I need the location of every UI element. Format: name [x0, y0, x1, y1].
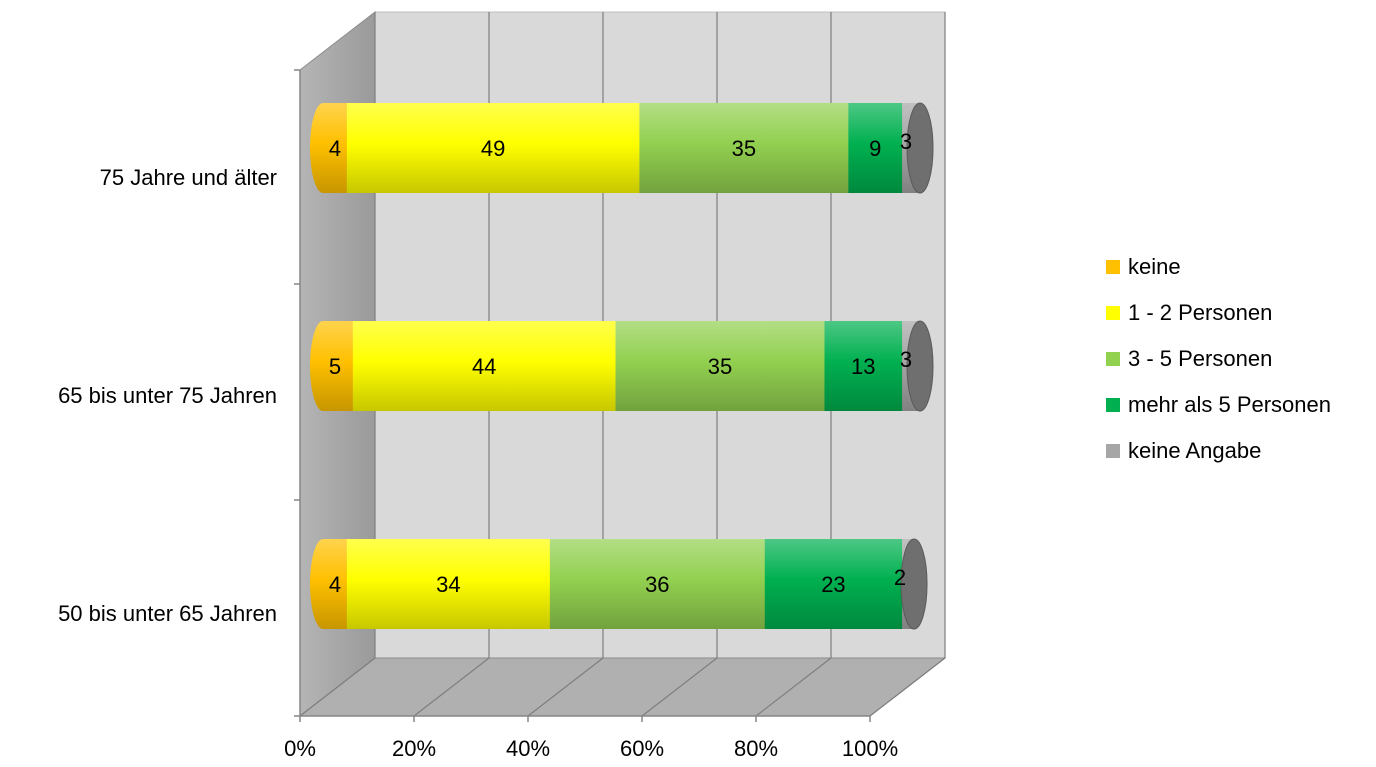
- x-tick-label: 80%: [734, 736, 778, 761]
- floor-gridline: [755, 657, 832, 717]
- data-label: 23: [821, 572, 845, 597]
- data-label: 49: [481, 136, 505, 161]
- bar-group: 4 49 35 9 3: [310, 102, 934, 194]
- category-label: 75 Jahre und älter: [100, 165, 277, 190]
- legend-label: keine: [1128, 254, 1181, 279]
- data-label: 3: [900, 129, 912, 154]
- legend-label: mehr als 5 Personen: [1128, 392, 1331, 417]
- bar-segment: [764, 539, 903, 629]
- legend-swatch: [1106, 444, 1120, 458]
- bar-segment: [352, 321, 616, 411]
- floor-gridline: [641, 657, 718, 717]
- legend-swatch: [1106, 306, 1120, 320]
- legend-swatch: [1106, 352, 1120, 366]
- legend-item: mehr als 5 Personen: [1106, 382, 1331, 428]
- bar-segment: [549, 539, 765, 629]
- legend-swatch: [1106, 260, 1120, 274]
- x-tick-label: 60%: [620, 736, 664, 761]
- floor-gridline: [299, 657, 376, 717]
- bar-group: 5 44 35 13 3: [310, 320, 934, 412]
- data-label: 4: [329, 136, 341, 161]
- floor-gridline: [527, 657, 604, 717]
- floor-gridline: [413, 657, 490, 717]
- data-label: 3: [900, 347, 912, 372]
- legend-item: keine: [1106, 244, 1331, 290]
- data-label: 35: [732, 136, 756, 161]
- data-label: 9: [869, 136, 881, 161]
- bar-segment: [639, 103, 849, 193]
- legend-label: keine Angabe: [1128, 438, 1262, 463]
- bar-segment: [346, 539, 550, 629]
- data-label: 34: [436, 572, 460, 597]
- x-tick-label: 0%: [284, 736, 316, 761]
- x-tick-label: 40%: [506, 736, 550, 761]
- data-label: 5: [329, 354, 341, 379]
- bar-segment-cap: [310, 539, 336, 629]
- floor: [298, 657, 947, 717]
- legend-label: 1 - 2 Personen: [1128, 300, 1273, 325]
- bar-group: 4 34 36 23 2: [310, 538, 928, 630]
- bar-segment: [346, 103, 640, 193]
- legend-swatch: [1106, 398, 1120, 412]
- legend-item: 3 - 5 Personen: [1106, 336, 1331, 382]
- bar-end-cap: [906, 102, 934, 194]
- category-label: 65 bis unter 75 Jahren: [58, 383, 277, 408]
- bar-segment-cap: [310, 103, 336, 193]
- bar-segment-cap: [310, 321, 336, 411]
- category-label: 50 bis unter 65 Jahren: [58, 601, 277, 626]
- data-label: 36: [645, 572, 669, 597]
- x-tick-label: 100%: [842, 736, 898, 761]
- legend-label: 3 - 5 Personen: [1128, 346, 1273, 371]
- data-label: 4: [329, 572, 341, 597]
- data-label: 2: [894, 565, 906, 590]
- bar-end-cap: [900, 538, 928, 630]
- data-label: 13: [851, 354, 875, 379]
- data-label: 35: [708, 354, 732, 379]
- floor-gridline: [869, 657, 946, 717]
- legend-item: keine Angabe: [1106, 428, 1331, 474]
- bar-segment: [615, 321, 825, 411]
- legend-item: 1 - 2 Personen: [1106, 290, 1331, 336]
- x-tick-label: 20%: [392, 736, 436, 761]
- bar-end-cap: [906, 320, 934, 412]
- chart-legend: keine 1 - 2 Personen 3 - 5 Personen mehr al…: [1106, 244, 1331, 474]
- data-label: 44: [472, 354, 496, 379]
